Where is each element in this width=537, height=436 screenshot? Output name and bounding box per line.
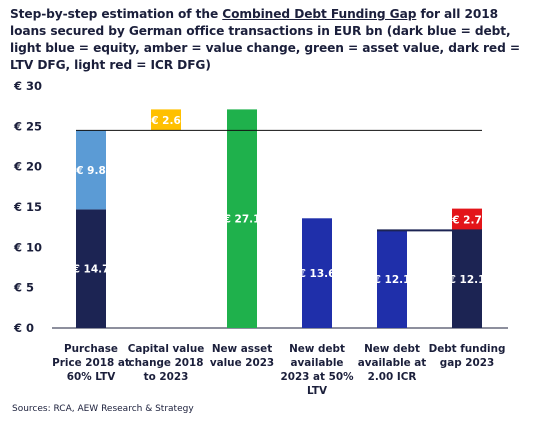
y-tick-label: € 15 (13, 200, 42, 214)
bar-segment (76, 209, 106, 328)
data-label: € 27.1 (223, 214, 261, 226)
x-tick-label: to 2023 (144, 371, 189, 383)
data-label: € 9.8 (75, 165, 106, 177)
x-tick-label: available at (358, 357, 427, 369)
source-note: Sources: RCA, AEW Research & Strategy (12, 404, 194, 414)
bar-segment (452, 230, 482, 328)
x-tick-label: 2023 at 50% (280, 371, 354, 383)
bar-segment (227, 109, 257, 328)
y-tick-label: € 10 (13, 240, 42, 254)
bar-segment (151, 109, 181, 131)
data-label: € 2.6 (150, 115, 181, 127)
data-label: € 12.1 (448, 274, 486, 286)
bar-segment (452, 208, 482, 231)
y-tick-label: € 30 (13, 79, 42, 93)
data-label: € 13.6 (298, 268, 336, 280)
x-tick-label: LTV (307, 385, 327, 397)
x-tick-label: Purchase (64, 343, 118, 355)
data-label: € 2.7 (451, 215, 482, 227)
x-tick-label: gap 2023 (440, 357, 494, 369)
bar-segment (377, 230, 407, 328)
x-tick-label: value 2023 (210, 357, 274, 369)
y-tick-label: € 5 (13, 281, 34, 295)
y-tick-label: € 0 (13, 321, 34, 335)
bar-segment (76, 130, 106, 210)
x-tick-label: New asset (212, 343, 272, 355)
y-tick-label: € 25 (13, 119, 42, 133)
data-label: € 14.7 (72, 264, 110, 276)
x-tick-label: 60% LTV (67, 371, 116, 383)
x-tick-label: change 2018 (129, 357, 204, 369)
bar-segment (302, 218, 332, 328)
chart-title-underlined: Combined Debt Funding Gap (222, 7, 417, 21)
x-tick-label: New debt (289, 343, 345, 355)
x-tick-label: Price 2018 at (52, 357, 130, 369)
chart-title-part2: for all 2018 loans secured by German off… (10, 7, 520, 72)
x-tick-label: available (291, 357, 344, 369)
x-tick-label: 2.00 ICR (368, 371, 417, 383)
data-label: € 12.1 (373, 274, 411, 286)
x-tick-label: Debt funding (429, 343, 506, 355)
chart-title-part1: Step-by-step estimation of the (10, 7, 223, 21)
x-tick-label: Capital value (128, 343, 205, 355)
y-tick-label: € 20 (13, 160, 42, 174)
chart-title: Step-by-step estimation of the Combined … (10, 6, 530, 74)
x-tick-label: New debt (364, 343, 420, 355)
